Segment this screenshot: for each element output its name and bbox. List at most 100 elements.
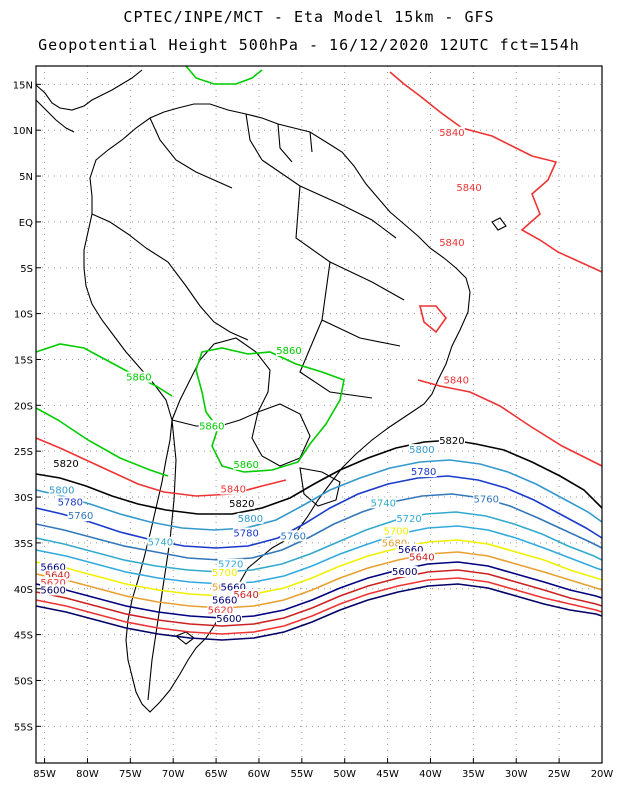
contour-label: 5800 xyxy=(49,485,74,496)
contour-label-bg xyxy=(211,594,238,606)
contour-5780 xyxy=(35,475,603,549)
contour-layer xyxy=(35,65,603,641)
lon-tick-label: 35W xyxy=(462,769,485,780)
contour-5860-north xyxy=(185,65,263,85)
border-peru-brazil xyxy=(145,247,249,341)
contour-5700 xyxy=(35,539,603,597)
contour-5660 xyxy=(35,561,603,619)
contour-label: 5600 xyxy=(216,614,241,625)
contour-label: 5660 xyxy=(40,562,65,573)
lon-tick-label: 65W xyxy=(205,769,228,780)
contour-label: 5720 xyxy=(396,514,421,525)
contour-5840-east xyxy=(417,305,603,467)
lon-tick-label: 20W xyxy=(591,769,614,780)
map-title-line-1: CPTEC/INPE/MCT - Eta Model 15km - GFS xyxy=(123,8,495,26)
contour-label-bg xyxy=(40,584,67,596)
contour-5740 xyxy=(35,511,603,573)
contour-label-bg xyxy=(381,537,408,549)
contour-label: 5700 xyxy=(212,568,237,579)
coastline-south-america xyxy=(83,103,471,713)
contour-label-bg xyxy=(125,371,152,383)
contour-label: 5660 xyxy=(398,545,423,556)
lon-tick-label: 30W xyxy=(505,769,528,780)
contour-label-bg xyxy=(40,561,67,573)
contour-label: 5800 xyxy=(409,445,434,456)
contour-label-bg xyxy=(473,493,500,505)
contour-label-bg xyxy=(220,581,247,593)
contour-5620 xyxy=(35,577,603,635)
contour-label: 5840 xyxy=(221,485,246,496)
lon-tick-label: 55W xyxy=(291,769,314,780)
contour-label-bg xyxy=(443,374,470,386)
contour-labels: 5840 5840 5840 5840 5860 5860 5860 5860 5820 5800… xyxy=(40,126,500,625)
contour-label: 5680 xyxy=(382,539,407,550)
contour-5640 xyxy=(35,569,603,627)
lat-tick-label: 50S xyxy=(14,676,33,687)
contour-label-bg xyxy=(410,466,437,478)
map-title-line-2: Geopotential Height 500hPa - 16/12/2020 … xyxy=(38,36,580,54)
border-colombia-venezuela xyxy=(149,117,233,189)
contour-label-bg xyxy=(383,525,410,537)
contour-label-bg xyxy=(48,484,75,496)
contour-label-bg xyxy=(217,558,244,570)
lat-tick-label: EQ xyxy=(19,218,33,229)
contour-label-bg xyxy=(237,512,264,524)
lat-tick-label: 15N xyxy=(13,80,33,91)
contour-5840-main xyxy=(35,437,287,497)
contour-label-bg xyxy=(67,510,94,522)
contour-label-bg xyxy=(57,496,84,508)
contour-label: 5620 xyxy=(208,606,233,617)
contour-label: 5700 xyxy=(383,527,408,538)
contour-label: 5760 xyxy=(281,531,306,542)
contour-label-bg xyxy=(280,530,307,542)
lat-tick-label: 10N xyxy=(13,126,33,137)
contour-5600 xyxy=(35,583,603,641)
contour-label-bg xyxy=(370,497,397,509)
contour-label-bg xyxy=(275,345,302,357)
contour-label: 5660 xyxy=(221,583,246,594)
contour-label: 5640 xyxy=(409,552,434,563)
contour-label: 5640 xyxy=(45,571,70,582)
contour-label-bg xyxy=(391,566,418,578)
contour-label-bg xyxy=(438,434,465,446)
coastline-islands xyxy=(174,217,507,645)
lat-tick-label: 10S xyxy=(14,310,33,321)
lat-tick-label: 5S xyxy=(20,264,33,275)
lat-tick-label: 30S xyxy=(14,493,33,504)
contour-5820 xyxy=(35,439,603,515)
contour-label: 5660 xyxy=(212,596,237,607)
contour-label-bg xyxy=(53,457,80,469)
lat-tick-label: 25S xyxy=(14,447,33,458)
lon-tick-label: 25W xyxy=(548,769,571,780)
contour-label-bg xyxy=(408,551,435,563)
contour-5860-west xyxy=(35,343,173,397)
contour-label: 5820 xyxy=(439,436,464,447)
lat-tick-label: 35S xyxy=(14,539,33,550)
contour-label: 5820 xyxy=(229,499,254,510)
lon-tick-label: 85W xyxy=(33,769,56,780)
lon-tick-label: 50W xyxy=(333,769,356,780)
lon-tick-label: 70W xyxy=(162,769,185,780)
contour-label: 5720 xyxy=(218,560,243,571)
contour-label: 5840 xyxy=(439,128,464,139)
map-frame xyxy=(35,65,603,764)
contour-5720 xyxy=(35,525,603,585)
border-uruguay xyxy=(299,467,341,507)
contour-label: 5640 xyxy=(233,590,258,601)
contour-5860-west-south xyxy=(35,407,169,477)
contour-label-bg xyxy=(198,420,225,432)
contour-5840-north xyxy=(389,71,603,273)
lon-tick-label: 80W xyxy=(76,769,99,780)
contour-label: 5840 xyxy=(443,375,468,386)
lon-tick-label: 60W xyxy=(248,769,271,780)
contour-label: 5600 xyxy=(40,585,65,596)
contour-label: 5840 xyxy=(456,183,481,194)
border-bolivia xyxy=(171,337,271,427)
lon-tick-label: 75W xyxy=(119,769,142,780)
lat-tick-label: 20S xyxy=(14,401,33,412)
contour-label: 5780 xyxy=(411,467,436,478)
lon-tick-label: 45W xyxy=(376,769,399,780)
contour-label: 5600 xyxy=(392,567,417,578)
contour-label: 5760 xyxy=(68,511,93,522)
